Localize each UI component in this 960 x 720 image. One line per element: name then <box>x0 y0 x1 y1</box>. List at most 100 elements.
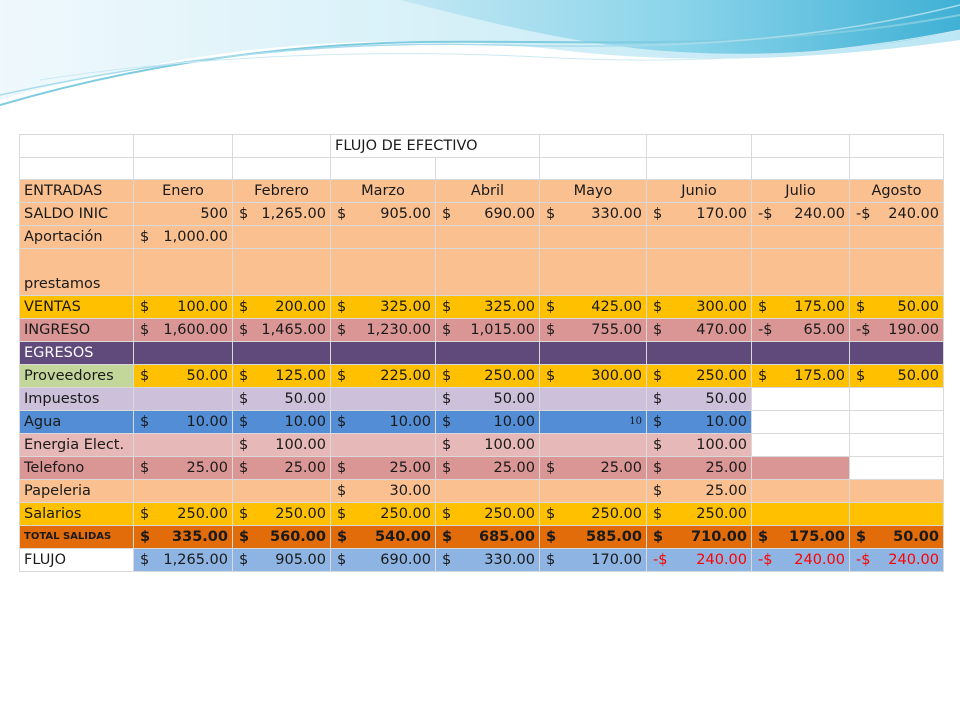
value-cell <box>751 479 850 504</box>
month-header: Agosto <box>849 179 944 204</box>
value-cell <box>539 433 647 458</box>
value-cell: $10.00 <box>435 410 540 435</box>
value-cell: 500 <box>133 202 233 227</box>
currency-symbol: $ <box>653 322 663 339</box>
amount: 710.00 <box>691 529 747 546</box>
value-cell: $1,465.00 <box>232 318 331 343</box>
amount: 100.00 <box>484 437 535 454</box>
currency-symbol: -$ <box>758 206 773 223</box>
value-cell: $560.00 <box>232 525 331 550</box>
currency-symbol: $ <box>546 322 556 339</box>
value-cell <box>330 433 436 458</box>
currency-symbol: $ <box>546 552 556 569</box>
value-cell: $170.00 <box>646 202 752 227</box>
value-cell <box>330 387 436 412</box>
amount: 1,465.00 <box>261 322 326 339</box>
value-cell: $10.00 <box>232 410 331 435</box>
amount: 560.00 <box>270 529 326 546</box>
value-cell <box>751 502 850 527</box>
row-label: Telefono <box>19 456 134 481</box>
currency-symbol: $ <box>856 368 866 385</box>
cash-flow-table: FLUJO DE EFECTIVO ENTRADAS Enero Febrero… <box>19 134 944 573</box>
title-row: FLUJO DE EFECTIVO <box>19 134 944 158</box>
amount: 250.00 <box>380 506 431 523</box>
row-label: Aportación <box>19 225 134 250</box>
value-cell: $200.00 <box>232 295 331 320</box>
value-cell: $10.00 <box>330 410 436 435</box>
currency-symbol: $ <box>546 460 556 477</box>
amount: 10.00 <box>284 414 326 431</box>
row-aportacion: Aportación $1,000.00 <box>19 225 944 250</box>
amount: 240.00 <box>888 552 939 569</box>
value-cell: $30.00 <box>330 479 436 504</box>
value-cell: -$ 240.00 <box>751 548 850 573</box>
amount: 250.00 <box>696 506 747 523</box>
amount: 10.00 <box>705 414 747 431</box>
currency-symbol: $ <box>140 322 150 339</box>
value-cell: $690.00 <box>330 548 436 573</box>
row-prestamos: prestamos <box>19 248 944 297</box>
currency-symbol: $ <box>546 506 556 523</box>
currency-symbol: $ <box>653 460 663 477</box>
amount: 10.00 <box>389 414 431 431</box>
value-cell: $25.00 <box>232 456 331 481</box>
value-cell: $1,265.00 <box>133 548 233 573</box>
currency-symbol: $ <box>337 506 347 523</box>
month-header: Marzo <box>330 179 436 204</box>
currency-symbol: $ <box>546 368 556 385</box>
amount: 1,000.00 <box>163 229 228 246</box>
currency-symbol: $ <box>442 206 452 223</box>
value-cell <box>646 225 752 250</box>
value-cell: $335.00 <box>133 525 233 550</box>
currency-symbol: $ <box>442 368 452 385</box>
row-telefono: Telefono $25.00 $25.00 $25.00 $25.00 $25.00 $2… <box>19 456 944 481</box>
amount: 175.00 <box>789 529 845 546</box>
row-flujo: FLUJO $1,265.00 $905.00 $690.00 $330.00 $170.… <box>19 548 944 573</box>
currency-symbol: $ <box>239 206 249 223</box>
amount: 190.00 <box>888 322 939 339</box>
currency-symbol: $ <box>653 414 663 431</box>
amount: 200.00 <box>275 299 326 316</box>
amount: 100.00 <box>177 299 228 316</box>
currency-symbol: $ <box>653 437 663 454</box>
value-cell <box>849 502 944 527</box>
value-cell <box>232 479 331 504</box>
row-papeleria: Papeleria $30.00 $25.00 <box>19 479 944 504</box>
currency-symbol: $ <box>140 552 150 569</box>
value-cell: $330.00 <box>539 202 647 227</box>
amount: 175.00 <box>794 299 845 316</box>
row-label: INGRESO <box>19 318 134 343</box>
currency-symbol: $ <box>546 529 557 546</box>
row-label: Agua <box>19 410 134 435</box>
value-cell: $50.00 <box>646 387 752 412</box>
amount: 25.00 <box>284 460 326 477</box>
currency-symbol: $ <box>442 322 452 339</box>
amount: 240.00 <box>696 552 747 569</box>
value-cell: $300.00 <box>539 364 647 389</box>
currency-symbol: $ <box>337 322 347 339</box>
amount: 470.00 <box>696 322 747 339</box>
currency-symbol: $ <box>546 206 556 223</box>
value-cell: $10.00 <box>646 410 752 435</box>
value-cell: $250.00 <box>330 502 436 527</box>
value-cell: $325.00 <box>330 295 436 320</box>
amount: 250.00 <box>177 506 228 523</box>
value-cell: $25.00 <box>435 456 540 481</box>
header-wave-decoration <box>0 0 960 106</box>
amount: 100.00 <box>696 437 747 454</box>
row-ventas: VENTAS $100.00 $200.00 $325.00 $325.00 $425.0… <box>19 295 944 320</box>
value-cell: $225.00 <box>330 364 436 389</box>
value-cell: $250.00 <box>646 502 752 527</box>
value-cell: $50.00 <box>133 364 233 389</box>
value-cell: $905.00 <box>330 202 436 227</box>
value-cell: $50.00 <box>232 387 331 412</box>
amount: 1,600.00 <box>163 322 228 339</box>
month-header: Febrero <box>232 179 331 204</box>
amount: 50.00 <box>284 391 326 408</box>
amount: 250.00 <box>591 506 642 523</box>
value-cell <box>330 225 436 250</box>
currency-symbol: -$ <box>856 322 871 339</box>
currency-symbol: $ <box>337 483 347 500</box>
currency-symbol: $ <box>239 368 249 385</box>
value-cell: -$ 240.00 <box>849 548 944 573</box>
